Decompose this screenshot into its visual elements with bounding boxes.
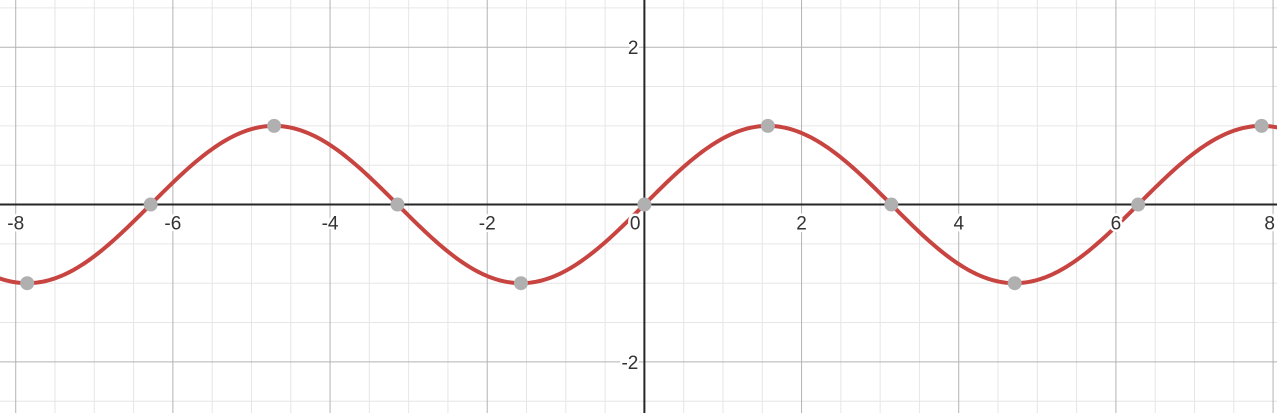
x-tick-label: 8	[1264, 214, 1275, 235]
x-tick-label: -4	[322, 214, 339, 235]
graph-point	[1254, 118, 1269, 133]
x-tick-label: -6	[164, 214, 181, 235]
graph-point	[1007, 276, 1022, 291]
graph-point	[143, 197, 158, 212]
graph-point	[267, 118, 282, 133]
curves	[0, 123, 1277, 286]
x-tick-label: -8	[7, 214, 24, 235]
graph-point	[1131, 197, 1146, 212]
x-tick-label: 6	[1111, 214, 1122, 235]
tick-labels: -8 -6 -4 -2 0 2 4 6 8 2 -2	[5, 36, 1277, 377]
x-tick-label: -2	[479, 214, 496, 235]
x-tick-label: 0	[630, 214, 641, 235]
graph-point	[760, 118, 775, 133]
y-tick-label: -2	[621, 353, 638, 374]
x-tick-label: 2	[796, 214, 807, 235]
graph-point	[390, 197, 405, 212]
x-tick-label: 4	[953, 214, 964, 235]
points	[20, 118, 1269, 291]
graph-point	[20, 276, 35, 291]
graph-point	[513, 276, 528, 291]
y-tick-label: 2	[628, 38, 639, 59]
graph-point	[637, 197, 652, 212]
sine-curve	[0, 123, 1277, 286]
graph-point	[884, 197, 899, 212]
